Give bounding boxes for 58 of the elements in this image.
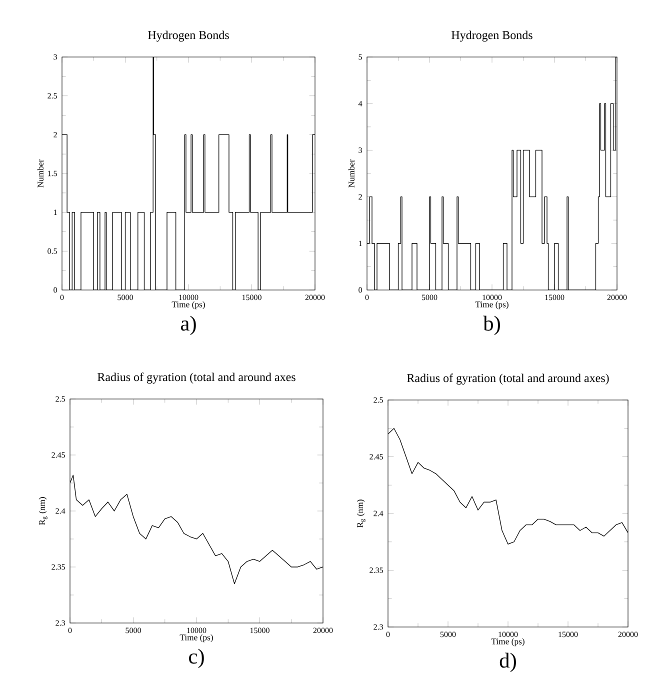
chart-title: Radius of gyration (total and around axes [98, 372, 296, 384]
y-tick-label: 4 [358, 100, 362, 106]
x-tick-label: 10000 [498, 632, 518, 638]
y-tick-label: 0 [358, 287, 362, 293]
x-axis-title: Time (ps) [491, 638, 524, 646]
y-tick-label: 3 [358, 147, 362, 153]
x-tick-label: 15000 [250, 628, 270, 634]
x-tick-label: 5000 [422, 294, 438, 300]
y-tick-label: 2 [54, 132, 57, 138]
y-tick-label: 1 [54, 210, 57, 215]
y-tick-label: 2.35 [370, 568, 383, 573]
y-axis-title: R$_{g}$ (nm) [38, 497, 48, 525]
x-tick-label: 0 [68, 628, 72, 634]
y-tick-label: 2.35 [52, 564, 65, 570]
x-tick-label: 20000 [305, 294, 325, 300]
text: b) [483, 316, 500, 336]
chart-title: Hydrogen Bonds [148, 30, 229, 42]
y-tick-label: 2.45 [370, 454, 383, 460]
x-tick-label: 15000 [558, 632, 578, 638]
x-tick-label: 20000 [607, 294, 627, 300]
x-tick-label: 5000 [126, 628, 141, 634]
text: a) [180, 316, 196, 336]
x-tick-label: 10000 [179, 294, 198, 300]
y-tick-label: 0.5 [48, 248, 57, 254]
chart-title: Hydrogen Bonds [452, 30, 532, 42]
x-tick-label: 15000 [242, 294, 262, 300]
x-axis-title: Time (ps) [172, 301, 205, 310]
y-tick-label: 2.5 [374, 397, 383, 403]
x-tick-label: 10000 [187, 628, 206, 634]
x-axis-title: Time (ps) [475, 301, 508, 310]
y-tick-label: 2.3 [56, 620, 65, 626]
x-tick-label: 0 [365, 294, 369, 300]
y-tick-label: 1.5 [48, 170, 57, 176]
y-tick-label: 2.3 [374, 624, 383, 630]
y-tick-label: 1 [359, 240, 362, 246]
y-axis-title: Number [348, 159, 354, 188]
y-tick-label: 3 [54, 54, 57, 60]
y-tick-label: 2 [358, 194, 362, 200]
x-tick-label: 10000 [482, 294, 502, 300]
text: d) [500, 652, 516, 672]
x-tick-label: 0 [386, 632, 390, 638]
y-tick-label: 2.4 [374, 510, 384, 516]
x-tick-label: 20000 [313, 628, 333, 634]
x-tick-label: 5000 [118, 294, 133, 300]
y-axis-title: Number [37, 159, 44, 188]
y-tick-label: 0 [54, 287, 57, 293]
x-axis-title: Time (ps) [180, 634, 213, 642]
y-axis-title: R$_{g}$ (nm) [356, 500, 366, 528]
y-tick-label: 2.4 [56, 508, 66, 514]
text: c) [189, 648, 204, 668]
x-tick-label: 5000 [440, 632, 456, 638]
y-tick-label: 5 [358, 54, 362, 60]
chart-title: Radius of gyration (total and around axes) [407, 374, 609, 385]
x-tick-label: 15000 [545, 294, 564, 300]
y-tick-label: 2.45 [52, 452, 65, 458]
x-tick-label: 20000 [618, 632, 638, 638]
y-tick-label: 2.5 [48, 93, 57, 99]
y-tick-label: 2.5 [56, 396, 65, 402]
